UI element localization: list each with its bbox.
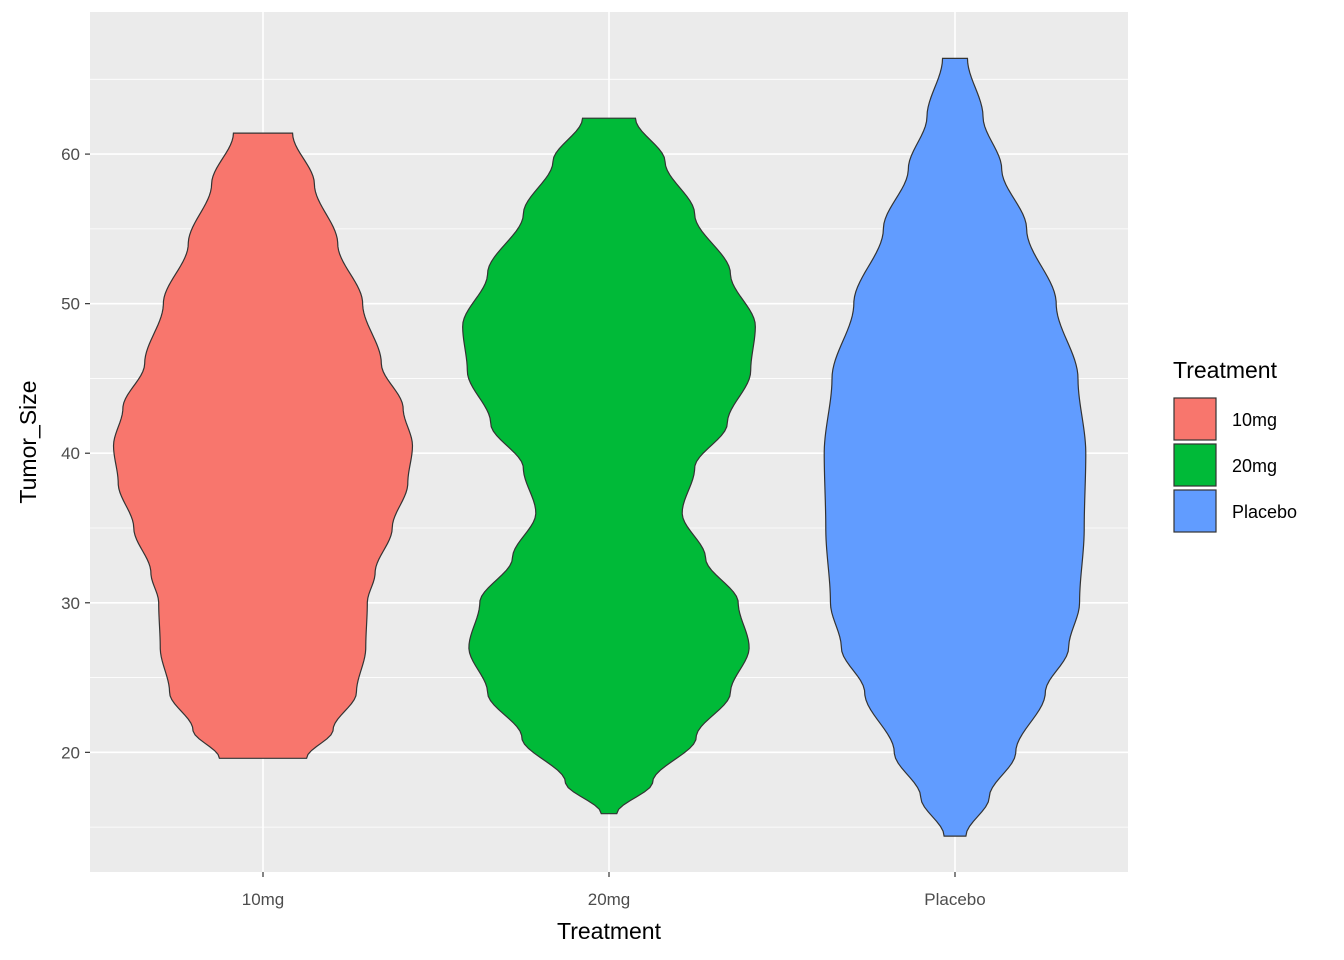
x-tick-label: 20mg xyxy=(588,890,631,909)
legend: Treatment 10mg 20mg Placebo xyxy=(1173,357,1297,533)
legend-label-20mg: 20mg xyxy=(1232,456,1277,476)
x-tick-label: Placebo xyxy=(924,890,985,909)
x-axis: 10mg 20mg Placebo xyxy=(242,872,986,909)
legend-title: Treatment xyxy=(1173,357,1278,383)
y-tick-label: 40 xyxy=(61,444,80,463)
y-tick-label: 60 xyxy=(61,145,80,164)
y-tick-label: 20 xyxy=(61,743,80,762)
violin-20mg xyxy=(462,117,756,815)
legend-key-placebo xyxy=(1173,489,1217,533)
legend-key-20mg xyxy=(1173,443,1217,487)
y-tick-label: 50 xyxy=(61,295,80,314)
x-axis-title: Treatment xyxy=(557,918,662,944)
legend-label-10mg: 10mg xyxy=(1232,410,1277,430)
y-axis: 20 30 40 50 60 xyxy=(61,145,90,762)
x-tick-label: 10mg xyxy=(242,890,285,909)
y-axis-title: Tumor_Size xyxy=(15,380,41,503)
violin-10mg xyxy=(112,132,414,759)
violin-placebo xyxy=(823,57,1087,837)
y-tick-label: 30 xyxy=(61,594,80,613)
violins xyxy=(112,57,1087,837)
legend-key-10mg xyxy=(1173,397,1217,441)
legend-label-placebo: Placebo xyxy=(1232,502,1297,522)
